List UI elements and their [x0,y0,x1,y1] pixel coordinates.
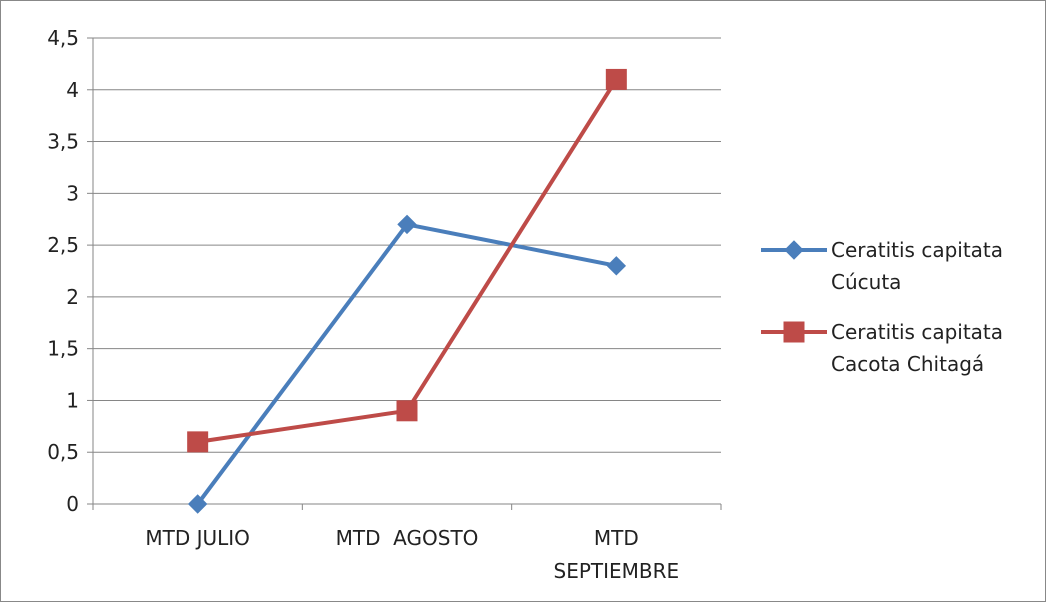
legend-label-line: Ceratitis capitata [831,320,1003,344]
data-point [187,494,208,514]
y-tick-label: 4,5 [47,26,79,50]
x-tick-label-line: SEPTIEMBRE [554,559,680,583]
series-line [196,222,617,506]
data-point [396,400,418,422]
y-tick-label: 1 [66,388,79,412]
legend-marker [783,321,805,343]
data-point [605,68,627,90]
legend-entry-2: Ceratitis capitata Cacota Chitagá [761,320,1003,376]
axes: 0 0,5 1 1,5 2 2,5 3 3,5 4 4,5 MTD JULIO MTD AGOSTO M… [47,26,722,583]
x-tick-label: MTD SEPTIEMBRE [554,526,680,583]
data-point [187,431,209,453]
legend-label: Ceratitis capitata Cúcuta [831,238,1003,294]
series-2 [187,68,627,453]
x-tick-label-line: MTD JULIO [145,526,250,550]
legend-marker [784,240,804,260]
y-tick-label: 3,5 [47,130,79,154]
x-tick-label: MTD AGOSTO [336,526,479,550]
gridlines [93,37,721,453]
x-tick-label: MTD JULIO [145,526,250,550]
y-tick-label: 1,5 [47,337,79,361]
y-tick-label: 0,5 [47,440,79,464]
y-tick-label: 3 [66,181,79,205]
data-point [606,256,627,276]
y-tick-label: 2,5 [47,233,79,257]
legend-entry-1: Ceratitis capitata Cúcuta [761,238,1003,294]
x-tick-label-line: MTD [594,526,639,550]
legend-label: Ceratitis capitata Cacota Chitagá [831,320,1003,376]
legend-label-line: Cúcuta [831,270,901,294]
series-line [197,78,619,444]
series-1 [187,214,627,514]
y-tick-label: 2 [66,285,79,309]
x-tick-label-line: MTD AGOSTO [336,526,479,550]
data-point [397,214,417,235]
legend-label-line: Cacota Chitagá [831,352,984,376]
legend-label-line: Ceratitis capitata [831,238,1003,262]
series-lines [187,68,627,514]
y-tick-label: 4 [66,78,79,102]
y-tick-label: 0 [66,492,79,516]
